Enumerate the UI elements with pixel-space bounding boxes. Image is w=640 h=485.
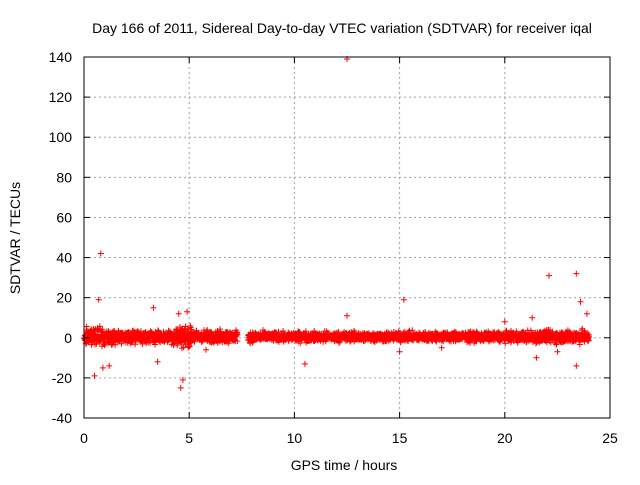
data-point	[400, 296, 407, 303]
y-tick-label: -20	[52, 370, 72, 386]
data-points	[81, 56, 592, 391]
data-point	[184, 308, 191, 315]
data-point	[533, 354, 540, 361]
tick-labels: 0 5 10 15 20 25 -40 -20 0 20 40 60 80 100 120 140	[49, 49, 618, 446]
data-point	[577, 298, 584, 305]
data-point	[249, 339, 256, 346]
data-point	[546, 272, 552, 279]
x-tick-label: 20	[497, 430, 513, 446]
y-tick-label: 80	[56, 169, 72, 185]
data-point	[150, 304, 157, 311]
data-point	[154, 358, 161, 365]
data-point	[583, 310, 590, 317]
x-tick-label: 0	[80, 430, 88, 446]
data-point	[175, 310, 182, 317]
plot-border	[83, 56, 611, 419]
data-point	[142, 338, 149, 345]
chart-title: Day 166 of 2011, Sidereal Day-to-day VTE…	[92, 20, 592, 36]
axes	[83, 56, 611, 419]
x-tick-label: 15	[392, 430, 408, 446]
y-tick-label: 20	[56, 290, 72, 306]
data-point	[203, 346, 209, 353]
data-point	[83, 323, 90, 330]
data-point	[91, 372, 98, 379]
data-point	[99, 364, 106, 371]
x-tick-label: 25	[602, 430, 618, 446]
grid-lines	[84, 57, 610, 418]
data-point	[301, 360, 308, 367]
data-point	[409, 327, 416, 334]
y-tick-label: -40	[52, 410, 72, 426]
data-point	[554, 348, 561, 355]
data-point	[438, 344, 445, 351]
data-point	[573, 270, 580, 277]
data-point	[234, 331, 241, 338]
data-point	[297, 340, 304, 347]
y-tick-label: 0	[64, 330, 72, 346]
data-point	[97, 250, 104, 257]
y-tick-label: 120	[49, 89, 73, 105]
data-point	[147, 339, 153, 346]
y-tick-label: 140	[49, 49, 73, 65]
data-point	[529, 314, 536, 321]
y-tick-label: 40	[56, 250, 72, 266]
data-point	[152, 341, 158, 348]
data-point	[102, 340, 109, 347]
y-tick-label: 60	[56, 209, 72, 225]
data-point	[396, 348, 403, 355]
x-tick-label: 10	[287, 430, 303, 446]
y-tick-label: 100	[49, 129, 73, 145]
data-point	[95, 296, 102, 303]
data-point	[188, 326, 195, 333]
data-point	[502, 340, 509, 347]
data-point	[576, 341, 583, 348]
x-axis-label: GPS time / hours	[291, 457, 398, 473]
data-point	[179, 376, 186, 383]
data-point	[101, 342, 108, 349]
data-point	[106, 362, 113, 369]
data-point	[501, 318, 508, 325]
data-point	[585, 333, 592, 340]
data-point	[302, 328, 309, 335]
data-point	[234, 338, 241, 345]
data-point	[177, 384, 184, 391]
data-point	[573, 362, 580, 369]
y-axis-label: SDTVAR / TECUs	[7, 182, 23, 294]
data-point	[132, 341, 139, 348]
data-point	[344, 312, 350, 319]
x-tick-label: 5	[185, 430, 193, 446]
